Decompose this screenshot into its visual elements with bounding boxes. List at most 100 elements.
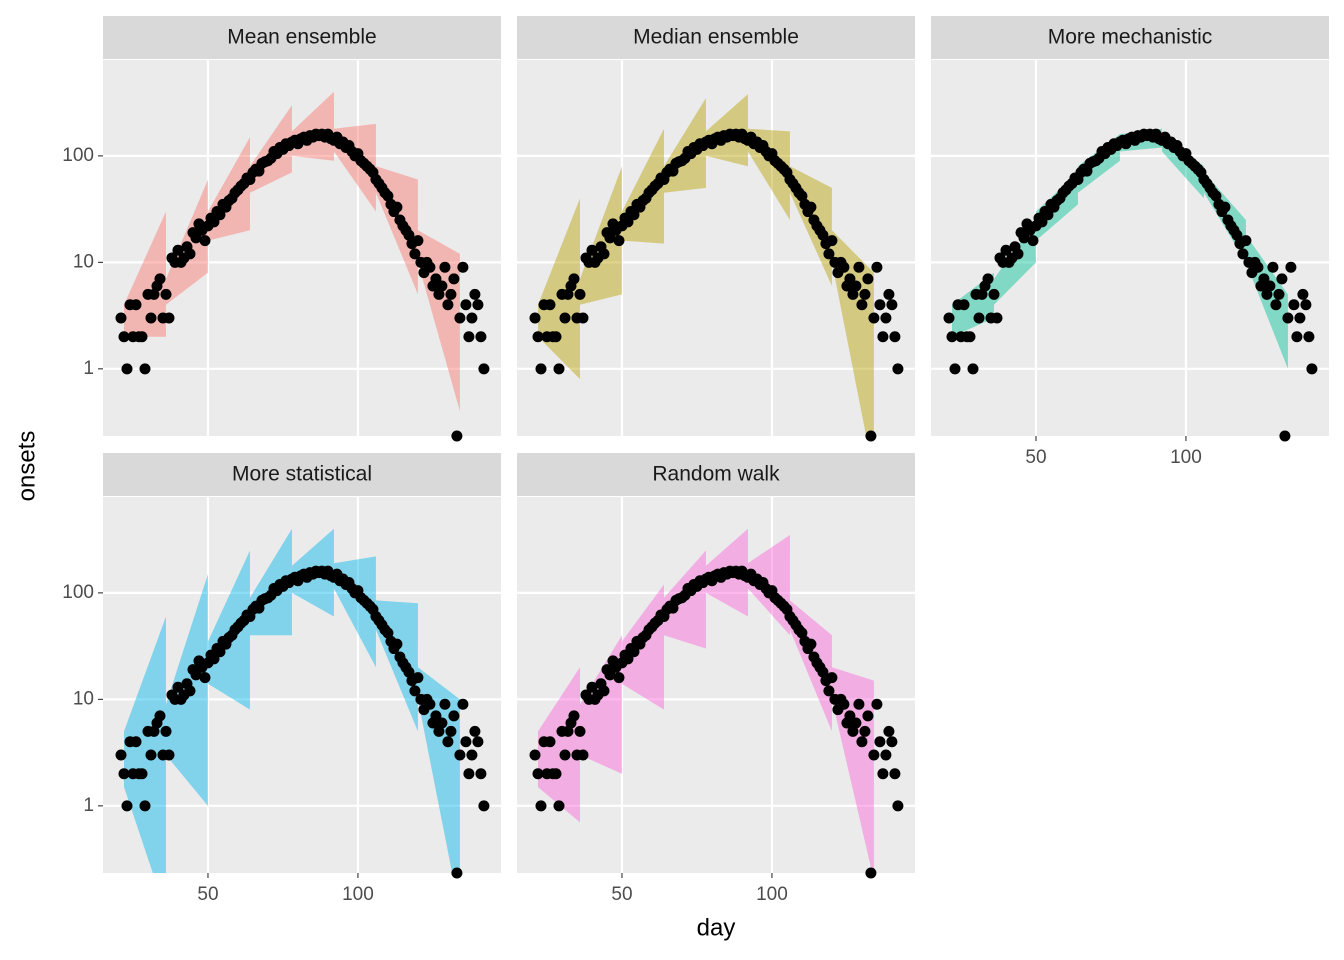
data-point bbox=[568, 273, 580, 285]
data-point bbox=[1252, 261, 1264, 273]
strip-text: Median ensemble bbox=[633, 26, 799, 49]
y-tick-label: 100 bbox=[62, 582, 94, 603]
data-point bbox=[529, 312, 541, 324]
data-point bbox=[391, 638, 403, 650]
data-point bbox=[604, 232, 616, 244]
panel-background bbox=[517, 497, 915, 873]
strip bbox=[103, 453, 501, 496]
facet-panel: More mechanistic 50 100 bbox=[931, 16, 1329, 468]
data-point bbox=[865, 430, 877, 442]
strip-text: More mechanistic bbox=[1048, 26, 1213, 49]
data-point bbox=[1018, 232, 1030, 244]
data-point bbox=[1210, 190, 1222, 202]
data-point bbox=[991, 312, 1003, 324]
data-point bbox=[568, 710, 580, 722]
data-point bbox=[628, 646, 640, 658]
data-point bbox=[976, 288, 988, 300]
data-point bbox=[880, 312, 892, 324]
data-point bbox=[469, 725, 481, 737]
data-point bbox=[172, 681, 184, 693]
data-point bbox=[877, 331, 889, 343]
data-point bbox=[1291, 331, 1303, 343]
data-point bbox=[553, 800, 565, 812]
data-point bbox=[838, 261, 850, 273]
x-tick-label: 100 bbox=[1170, 447, 1202, 468]
data-point bbox=[550, 768, 562, 780]
data-point bbox=[598, 248, 610, 260]
data-point bbox=[529, 749, 541, 761]
data-point bbox=[1285, 261, 1297, 273]
data-point bbox=[577, 749, 589, 761]
panel-background bbox=[931, 60, 1329, 436]
data-point bbox=[454, 312, 466, 324]
data-point bbox=[550, 331, 562, 343]
data-point bbox=[145, 749, 157, 761]
data-point bbox=[862, 710, 874, 722]
data-point bbox=[949, 363, 961, 375]
data-point bbox=[199, 672, 211, 684]
data-point bbox=[148, 725, 160, 737]
data-point bbox=[439, 698, 451, 710]
data-point bbox=[892, 363, 904, 375]
data-point bbox=[886, 299, 898, 311]
strip bbox=[931, 16, 1329, 59]
data-point bbox=[982, 273, 994, 285]
data-point bbox=[463, 768, 475, 780]
data-point bbox=[946, 331, 958, 343]
data-point bbox=[823, 685, 835, 697]
data-point bbox=[439, 261, 451, 273]
data-point bbox=[805, 638, 817, 650]
data-point bbox=[433, 725, 445, 737]
data-point bbox=[817, 229, 829, 241]
data-point bbox=[613, 672, 625, 684]
data-point bbox=[121, 800, 133, 812]
data-point bbox=[1303, 331, 1315, 343]
strip bbox=[517, 16, 915, 59]
data-point bbox=[1000, 244, 1012, 256]
data-point bbox=[544, 299, 556, 311]
facet-panel: Mean ensemble 1 10 100 bbox=[62, 16, 501, 442]
y-tick-label: 1 bbox=[83, 795, 94, 816]
data-point bbox=[847, 725, 859, 737]
strip bbox=[103, 16, 501, 59]
data-point bbox=[118, 768, 130, 780]
data-point bbox=[148, 288, 160, 300]
data-point bbox=[850, 717, 862, 729]
data-point bbox=[454, 749, 466, 761]
data-point bbox=[160, 288, 172, 300]
data-point bbox=[889, 768, 901, 780]
data-point bbox=[883, 288, 895, 300]
data-point bbox=[436, 717, 448, 729]
data-point bbox=[562, 725, 574, 737]
data-point bbox=[442, 299, 454, 311]
data-point bbox=[412, 235, 424, 247]
data-point bbox=[478, 800, 490, 812]
data-point bbox=[382, 190, 394, 202]
x-tick-label: 50 bbox=[1025, 447, 1046, 468]
data-point bbox=[544, 736, 556, 748]
data-point bbox=[856, 299, 868, 311]
x-tick-label: 100 bbox=[756, 884, 788, 905]
facet-panel: Random walk 50 100 bbox=[517, 453, 915, 905]
data-point bbox=[445, 725, 457, 737]
data-point bbox=[574, 288, 586, 300]
data-point bbox=[1270, 299, 1282, 311]
data-point bbox=[967, 363, 979, 375]
data-point bbox=[1273, 288, 1285, 300]
data-point bbox=[988, 288, 1000, 300]
data-point bbox=[586, 244, 598, 256]
data-point bbox=[877, 768, 889, 780]
data-point bbox=[1012, 248, 1024, 260]
data-point bbox=[436, 280, 448, 292]
data-point bbox=[382, 627, 394, 639]
data-point bbox=[190, 669, 202, 681]
strip-text: Mean ensemble bbox=[227, 26, 376, 49]
data-point bbox=[184, 685, 196, 697]
data-point bbox=[1042, 209, 1054, 221]
data-point bbox=[391, 201, 403, 213]
forecast-ribbon bbox=[579, 166, 622, 305]
data-point bbox=[409, 248, 421, 260]
data-point bbox=[115, 312, 127, 324]
data-point bbox=[868, 312, 880, 324]
